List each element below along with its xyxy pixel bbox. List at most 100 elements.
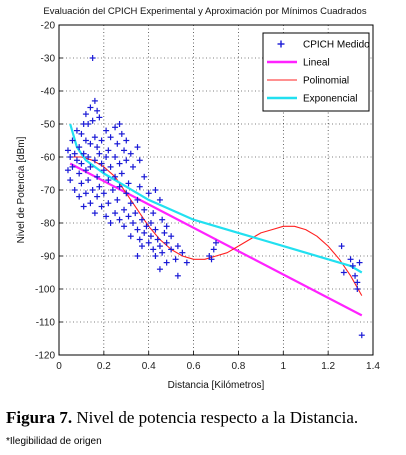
data-point [159, 249, 166, 256]
data-point [67, 177, 74, 184]
data-point [141, 173, 148, 180]
y-tick-label: -70 [41, 186, 56, 197]
legend-item-exponencial: Exponencial [267, 94, 357, 105]
data-point [138, 243, 145, 250]
x-tick-label: 1 [281, 361, 287, 372]
data-point [349, 262, 356, 269]
data-point [78, 180, 85, 187]
data-point [213, 239, 219, 246]
data-point [114, 196, 121, 203]
data-point [145, 190, 152, 197]
data-point [82, 137, 89, 144]
data-point [64, 167, 71, 174]
data-point [156, 266, 163, 273]
data-point [127, 200, 134, 207]
chart-title: Evaluación del CPICH Experimental y Apro… [43, 6, 366, 17]
data-point [125, 180, 132, 187]
y-tick-label: -50 [41, 120, 56, 131]
data-point [80, 150, 87, 157]
data-point [132, 210, 139, 217]
data-point [87, 200, 94, 207]
data-point [85, 177, 92, 184]
data-point [134, 226, 141, 233]
figure-caption: Figura 7. Nivel de potencia respecto a l… [6, 408, 358, 428]
data-point [168, 246, 175, 253]
data-point [82, 167, 89, 174]
data-point [163, 223, 170, 230]
data-point [85, 154, 92, 160]
legend: CPICH Medido Lineal Polinomial Exponencial [262, 32, 370, 112]
data-point [116, 160, 123, 167]
data-point [103, 213, 110, 220]
legend-item-cpich-medido: CPICH Medido [277, 40, 370, 51]
legend-item-polinomial: Polinomial [267, 76, 349, 87]
data-point [112, 154, 119, 160]
data-point [174, 272, 181, 279]
data-point [130, 163, 137, 170]
x-axis-title: Distancia [Kilómetros] [168, 380, 265, 391]
chart: Evaluación del CPICH Experimental y Apro… [16, 6, 380, 391]
data-point [96, 150, 103, 157]
data-point [354, 279, 361, 286]
legend-item-lineal: Lineal [267, 58, 330, 69]
data-point [94, 144, 101, 151]
data-point [96, 183, 103, 190]
data-point [103, 127, 110, 134]
source-note: *Ilegibilidad de origen [6, 436, 102, 447]
data-point [116, 183, 123, 190]
data-point [206, 253, 213, 259]
y-tick-label: -120 [35, 351, 55, 362]
data-point [154, 236, 161, 243]
data-point [64, 147, 71, 154]
y-tick-label: -80 [41, 219, 56, 230]
data-point [89, 187, 96, 193]
data-point [87, 163, 94, 170]
data-point [89, 55, 96, 61]
data-point [94, 107, 101, 114]
data-point [69, 163, 76, 170]
data-point [114, 140, 121, 147]
data-point [136, 236, 143, 243]
data-point [121, 206, 128, 213]
data-point [107, 163, 114, 170]
x-tick-label: 0.2 [97, 361, 111, 372]
data-point [94, 173, 101, 180]
data-point [87, 104, 94, 111]
data-point [118, 130, 125, 137]
x-tick-label: 1.2 [321, 361, 335, 372]
data-point [136, 183, 143, 190]
data-point [76, 144, 83, 151]
data-point [78, 160, 85, 167]
data-point [123, 137, 130, 144]
grid [59, 25, 373, 355]
figure-label: Figura 7. [6, 408, 73, 427]
data-point [152, 253, 159, 259]
data-point [100, 190, 107, 197]
data-point [161, 229, 168, 236]
data-point [107, 134, 114, 141]
data-point [338, 243, 345, 250]
series-layer [64, 55, 365, 339]
data-point [105, 177, 112, 184]
series-line-exponencial [69, 123, 363, 274]
data-point [208, 256, 215, 263]
data-point [168, 233, 175, 240]
data-point [78, 130, 85, 137]
data-point [152, 226, 159, 233]
data-point [118, 170, 125, 177]
data-point [134, 253, 141, 259]
data-point [91, 97, 98, 104]
data-point [356, 259, 363, 266]
x-tick-label: 1.4 [366, 361, 380, 372]
y-tick-label: -60 [41, 153, 56, 164]
y-tick-label: -110 [36, 318, 56, 329]
data-point [69, 137, 76, 144]
data-point [159, 216, 166, 223]
data-point [147, 220, 154, 226]
data-point [105, 200, 112, 207]
data-point [98, 203, 105, 210]
data-point [116, 216, 123, 223]
data-point [150, 210, 157, 217]
x-tick-label: 0.6 [187, 361, 201, 372]
series-line-lineal [69, 162, 363, 317]
